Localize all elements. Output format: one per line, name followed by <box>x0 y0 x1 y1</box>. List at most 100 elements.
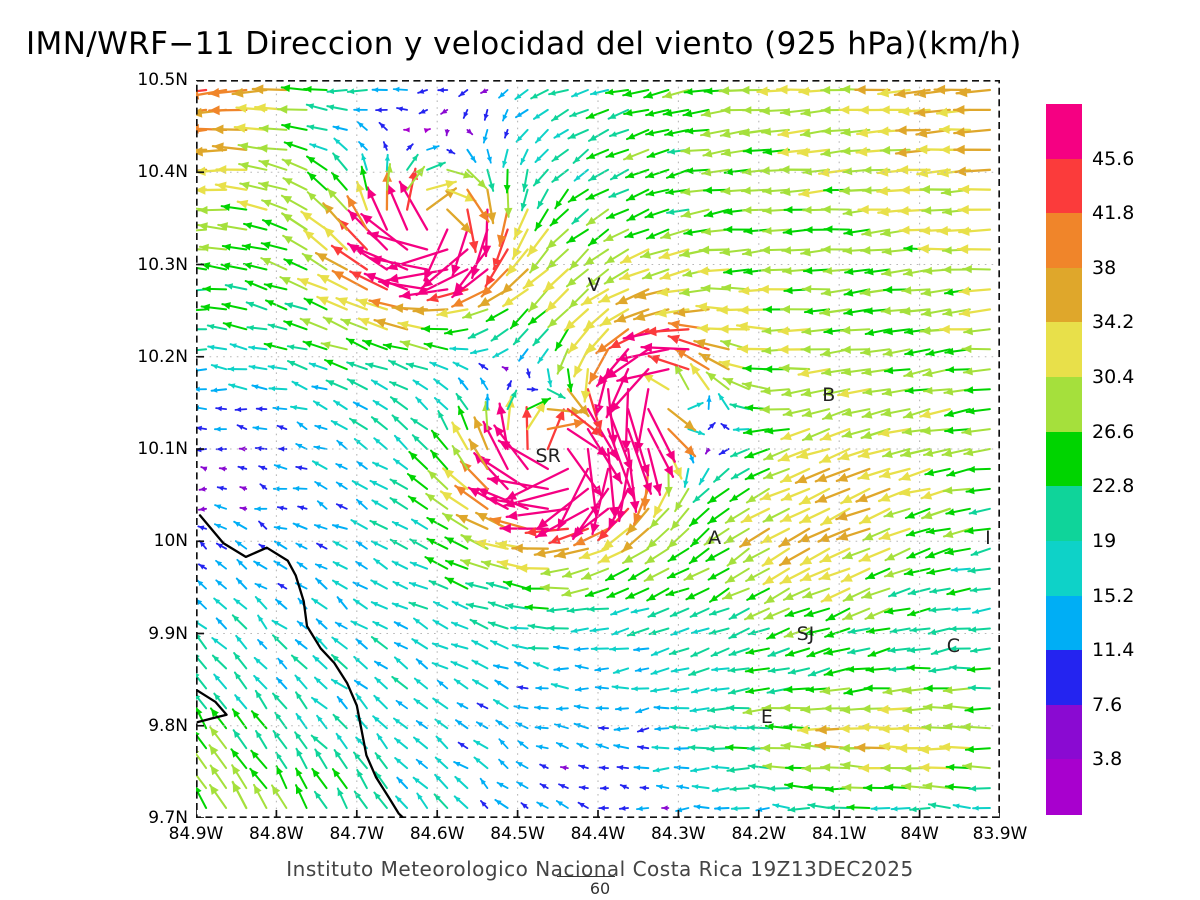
wind-barb <box>495 719 509 730</box>
wind-barb <box>314 424 328 431</box>
wind-barb <box>634 667 650 673</box>
colorbar[interactable] <box>1046 104 1082 815</box>
wind-barb <box>471 639 489 650</box>
wind-barb <box>295 691 308 710</box>
wind-barb <box>231 614 248 630</box>
wind-barb <box>820 507 851 526</box>
wind-barb <box>703 527 730 546</box>
wind-barb <box>408 450 429 470</box>
x-axis-tick-label: 84.6W <box>409 824 465 844</box>
colorbar-tick-label: 19 <box>1092 529 1117 552</box>
wind-barb <box>331 768 348 790</box>
wind-barb <box>842 587 871 602</box>
wind-barb <box>453 761 469 770</box>
wind-barb <box>536 801 549 809</box>
wind-barb <box>332 561 348 570</box>
wind-barb <box>394 757 409 770</box>
wind-barb <box>942 702 971 711</box>
wind-barb <box>633 646 650 652</box>
wind-barb <box>622 547 650 564</box>
wind-barb <box>234 540 248 550</box>
wind-barb <box>433 793 449 809</box>
wind-barb <box>315 577 328 590</box>
wind-barb <box>655 784 670 790</box>
wind-barb <box>847 627 871 635</box>
wind-barb <box>333 749 348 770</box>
x-axis-tick-label: 84.3W <box>651 824 706 844</box>
wind-barb <box>475 511 509 530</box>
wind-barb <box>215 559 228 570</box>
wind-barb <box>767 647 790 657</box>
wind-barb <box>598 765 610 771</box>
wind-barb <box>479 800 489 809</box>
wind-barb <box>393 434 409 450</box>
wind-barb <box>546 408 565 451</box>
wind-barb <box>806 647 831 658</box>
colorbar-tick-label: 3.8 <box>1092 748 1123 771</box>
wind-barb <box>647 447 663 496</box>
wind-barb <box>783 627 811 638</box>
wind-barb <box>967 684 991 692</box>
wind-barb <box>290 654 308 670</box>
wind-barb <box>782 587 811 601</box>
wind-barb <box>314 748 328 770</box>
wind-barb <box>235 634 248 650</box>
wind-barb <box>434 773 449 790</box>
wind-barb <box>883 567 911 578</box>
wind-barb <box>970 547 991 556</box>
wind-barb <box>353 679 368 690</box>
wind-barb <box>511 543 549 554</box>
wind-barb <box>667 527 690 549</box>
wind-barb <box>250 749 268 770</box>
wind-barb <box>779 567 811 585</box>
wind-barb <box>613 726 630 732</box>
wind-barb <box>460 558 489 570</box>
wind-barb <box>374 752 388 770</box>
wind-barb <box>625 507 650 536</box>
wind-barb <box>903 567 931 577</box>
wind-barb <box>311 460 328 470</box>
wind-barb <box>746 587 770 601</box>
wind-barb <box>726 547 750 567</box>
wind-barb <box>688 547 710 565</box>
wind-barb <box>476 487 529 510</box>
wind-barb <box>236 558 248 570</box>
colorbar-segment <box>1046 595 1082 651</box>
wind-barb <box>527 645 549 651</box>
wind-barb <box>209 764 228 790</box>
wind-barb <box>494 679 509 690</box>
wind-barb <box>972 607 991 614</box>
wind-barb <box>295 442 308 450</box>
plot-frame-and-grid <box>196 80 1000 818</box>
wind-barb <box>799 567 831 582</box>
wind-barb <box>847 647 871 655</box>
wind-barb <box>665 587 690 597</box>
wind-barb <box>369 479 388 490</box>
wind-barb <box>471 659 489 670</box>
wind-barb <box>504 467 570 501</box>
wind-barb <box>276 424 288 431</box>
wind-barb <box>661 805 670 811</box>
wind-barb <box>294 674 308 690</box>
wind-barb <box>724 744 750 751</box>
wind-barb <box>779 467 811 484</box>
wind-barb <box>561 587 589 597</box>
colorbar-segment <box>1046 158 1082 214</box>
wind-barb <box>476 702 489 710</box>
wind-barb <box>967 567 991 574</box>
wind-barb <box>336 787 348 809</box>
wind-barb <box>516 685 529 691</box>
wind-barb <box>356 769 368 790</box>
wind-barb <box>970 647 991 654</box>
wind-barb <box>944 547 971 556</box>
wind-barb <box>925 527 951 535</box>
wind-barb <box>275 751 288 770</box>
wind-barb <box>479 777 489 789</box>
wind-barb <box>639 785 650 791</box>
y-axis-tick-label: 10.5N <box>137 70 188 90</box>
wind-barb <box>693 804 710 810</box>
wind-barb <box>272 692 288 710</box>
wind-barb <box>923 448 951 457</box>
wind-barb <box>553 547 590 559</box>
wind-barb <box>595 743 610 750</box>
